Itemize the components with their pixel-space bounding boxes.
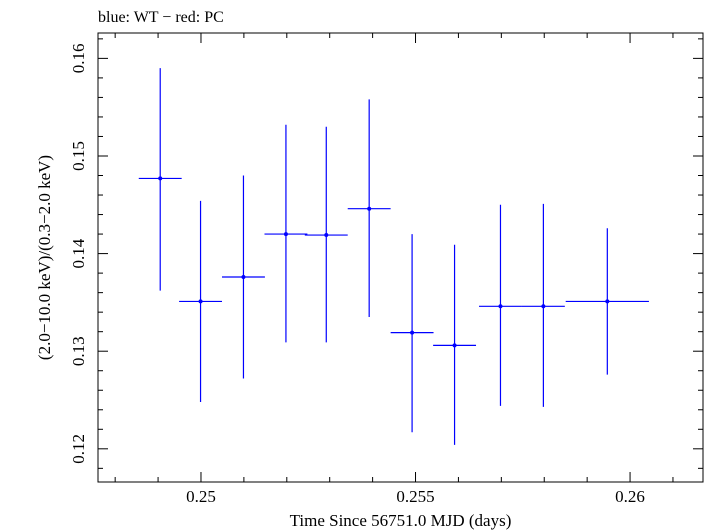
- point-marker: [324, 233, 329, 238]
- chart-title: blue: WT − red: PC: [98, 9, 224, 26]
- y-axis-label: (2.0−10.0 keV)/(0.3−2.0 keV): [35, 155, 54, 360]
- data-point: [390, 234, 434, 433]
- y-tick-label: 0.16: [69, 44, 88, 74]
- point-marker: [367, 206, 372, 211]
- point-marker: [498, 304, 503, 309]
- axis-ticks: 0.25 0.255 0.26 0.12 0.13 0.14 0.15 0.16: [69, 33, 703, 506]
- data-point: [521, 203, 565, 407]
- y-tick-label: 0.12: [69, 434, 88, 464]
- point-marker: [283, 232, 288, 237]
- x-tick-label: 0.26: [615, 487, 645, 506]
- plot-frame: [97, 32, 704, 483]
- point-marker: [198, 299, 203, 304]
- point-marker: [158, 176, 163, 181]
- data-point: [433, 244, 477, 445]
- data-point: [304, 126, 348, 343]
- data-series: [138, 68, 649, 445]
- y-tick-label: 0.13: [69, 336, 88, 366]
- data-point: [347, 99, 391, 318]
- x-axis-label: Time Since 56751.0 MJD (days): [290, 511, 512, 530]
- data-point: [179, 200, 223, 402]
- y-tick-label: 0.14: [69, 238, 88, 268]
- y-tick-label: 0.15: [69, 141, 88, 171]
- data-point: [138, 68, 182, 291]
- point-marker: [452, 343, 457, 348]
- data-point: [222, 175, 265, 379]
- data-point: [264, 124, 308, 343]
- data-point: [479, 204, 522, 406]
- point-marker: [541, 304, 546, 309]
- x-tick-label: 0.25: [186, 487, 216, 506]
- point-marker: [241, 275, 246, 280]
- data-point: [565, 228, 649, 375]
- x-tick-label: 0.255: [396, 487, 434, 506]
- point-marker: [410, 330, 415, 335]
- point-marker: [605, 299, 610, 304]
